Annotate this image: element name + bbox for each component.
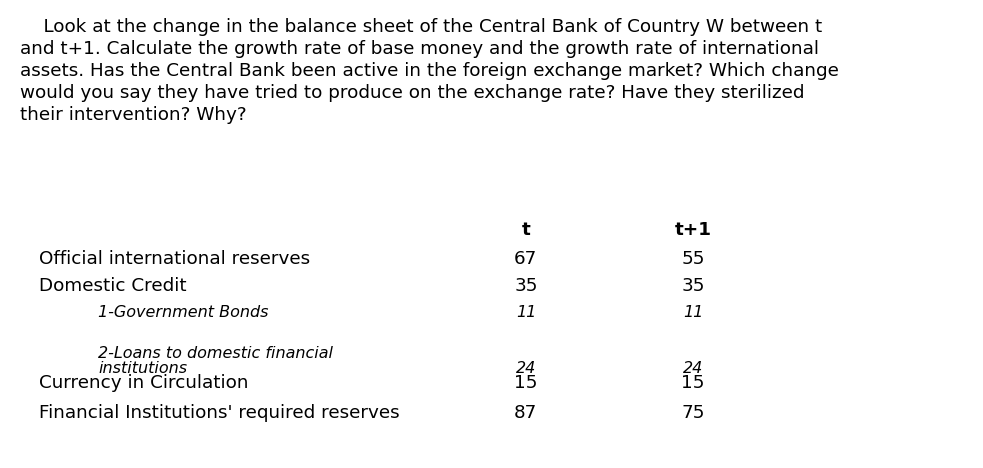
- Text: 75: 75: [681, 404, 705, 422]
- Text: institutions: institutions: [98, 361, 188, 376]
- Text: 35: 35: [681, 277, 705, 295]
- Text: 15: 15: [514, 374, 538, 392]
- Text: 55: 55: [681, 250, 705, 268]
- Text: Currency in Circulation: Currency in Circulation: [39, 374, 249, 392]
- Text: assets. Has the Central Bank been active in the foreign exchange market? Which c: assets. Has the Central Bank been active…: [20, 62, 838, 80]
- Text: t: t: [522, 221, 530, 239]
- Text: t+1: t+1: [674, 221, 712, 239]
- Text: 11: 11: [683, 305, 703, 320]
- Text: 24: 24: [683, 361, 703, 376]
- Text: 1-Government Bonds: 1-Government Bonds: [98, 305, 268, 320]
- Text: 87: 87: [514, 404, 538, 422]
- Text: 35: 35: [514, 277, 538, 295]
- Text: 67: 67: [514, 250, 538, 268]
- Text: their intervention? Why?: their intervention? Why?: [20, 106, 247, 124]
- Text: Domestic Credit: Domestic Credit: [39, 277, 187, 295]
- Text: 2-Loans to domestic financial: 2-Loans to domestic financial: [98, 346, 333, 361]
- Text: and t+1. Calculate the growth rate of base money and the growth rate of internat: and t+1. Calculate the growth rate of ba…: [20, 40, 819, 58]
- Text: Financial Institutions' required reserves: Financial Institutions' required reserve…: [39, 404, 400, 422]
- Text: would you say they have tried to produce on the exchange rate? Have they sterili: would you say they have tried to produce…: [20, 84, 804, 102]
- Text: 15: 15: [681, 374, 705, 392]
- Text: Look at the change in the balance sheet of the Central Bank of Country W between: Look at the change in the balance sheet …: [20, 18, 822, 36]
- Text: Official international reserves: Official international reserves: [39, 250, 311, 268]
- Text: 24: 24: [516, 361, 536, 376]
- Text: 11: 11: [516, 305, 536, 320]
